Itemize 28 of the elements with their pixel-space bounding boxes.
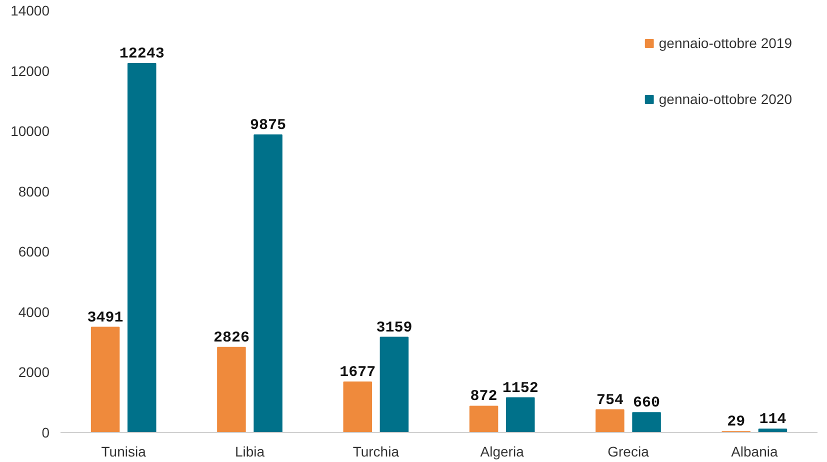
x-tick-label: Libia [234,444,265,460]
data-label: 754 [596,392,624,409]
y-tick-label: 14000 [10,2,50,18]
data-label: 3491 [87,309,124,326]
y-tick-label: 0 [42,424,50,440]
data-label: 3159 [376,319,412,336]
y-tick-label: 4000 [18,304,50,320]
y-tick-label: 6000 [18,244,50,260]
data-label: 1152 [502,380,538,397]
x-tick-label: Algeria [480,444,524,460]
x-tick-label: Albania [731,444,778,460]
data-label: 872 [470,388,498,406]
data-label: 114 [759,411,786,428]
legend-label: gennaio-ottobre 2019 [658,35,792,51]
data-label: 9875 [250,116,286,134]
y-tick-label: 2000 [18,364,50,380]
x-tick-label: Tunisia [101,444,146,460]
data-label: 12243 [119,45,164,62]
data-label: 1677 [340,364,376,381]
y-tick-label: 10000 [10,123,50,140]
data-label: 2826 [213,329,250,346]
x-tick-label: Grecia [608,444,650,460]
legend-label: gennaio-ottobre 2020 [658,91,792,107]
y-tick-label: 12000 [10,62,50,79]
x-tick-label: Turchia [352,444,400,460]
y-tick-label: 8000 [18,183,50,200]
data-label: 660 [633,394,660,412]
data-label: 29 [727,414,746,431]
